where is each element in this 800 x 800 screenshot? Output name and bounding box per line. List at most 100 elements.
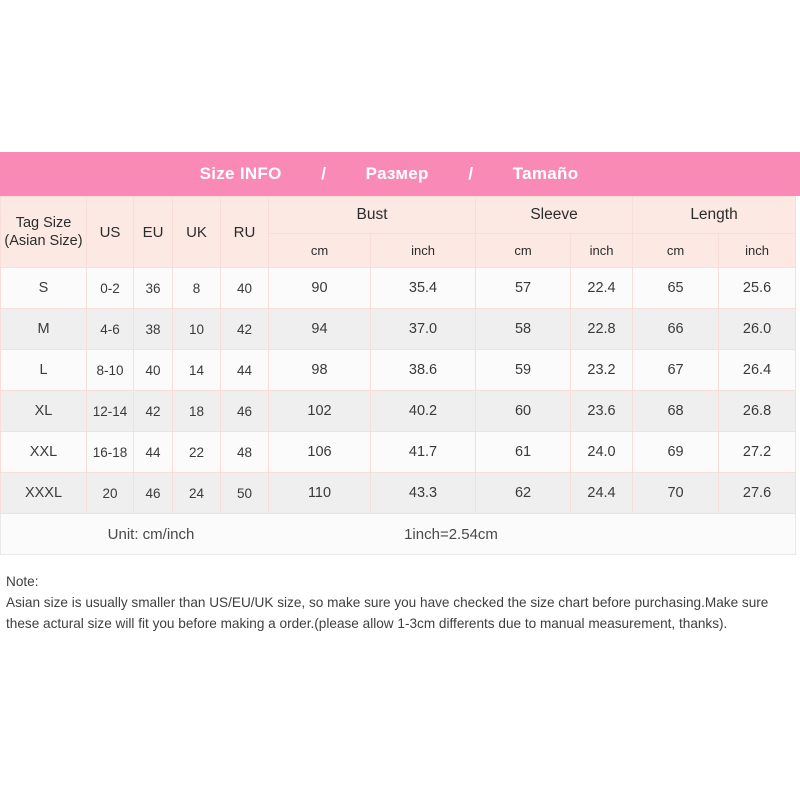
note-block: Note: Asian size is usually smaller than… [0,555,800,635]
banner-separator-2: / [468,164,474,183]
table-row: XXL 16-18 44 22 48 106 41.7 61 24.0 69 2… [0,431,797,473]
cell-length-cm: 67 [632,349,720,391]
cell-length-cm: 70 [632,472,720,514]
cell-tag-size: XL [0,390,87,432]
cell-bust-cm: 102 [268,390,371,432]
cell-bust-cm: 90 [268,267,371,309]
table-header: Tag Size (Asian Size) US EU UK RU Bust S… [0,196,797,268]
header-length-inch: inch [718,233,797,268]
cell-bust-inch: 43.3 [369,472,477,514]
banner-title-spanish: Tamaño [512,164,579,183]
cell-length-inch: 27.6 [718,472,797,514]
header-bust-inch: inch [369,233,477,268]
cell-length-inch: 26.0 [718,308,797,350]
cell-eu: 40 [133,349,173,391]
note-heading: Note: [6,574,39,589]
header-row-groups: Tag Size (Asian Size) US EU UK RU Bust S… [0,196,797,268]
cell-uk: 22 [172,431,221,473]
size-chart-table: Tag Size (Asian Size) US EU UK RU Bust S… [0,196,797,555]
cell-length-cm: 66 [632,308,720,350]
cell-bust-cm: 106 [268,431,371,473]
cell-sleeve-cm: 59 [475,349,572,391]
cell-uk: 10 [172,308,221,350]
cell-sleeve-inch: 24.4 [570,472,634,514]
cell-ru: 48 [220,431,269,473]
cell-length-inch: 26.4 [718,349,797,391]
cell-us: 4-6 [86,308,134,350]
cell-bust-inch: 40.2 [369,390,477,432]
cell-sleeve-cm: 60 [475,390,572,432]
cell-ru: 46 [220,390,269,432]
cell-bust-inch: 35.4 [369,267,477,309]
header-ru: RU [220,196,269,268]
cell-ru: 50 [220,472,269,514]
unit-row-cell: Unit: cm/inch 1inch=2.54cm [0,513,797,555]
header-sleeve: Sleeve [475,196,634,234]
cell-sleeve-inch: 22.4 [570,267,634,309]
cell-length-inch: 25.6 [718,267,797,309]
table-row: M 4-6 38 10 42 94 37.0 58 22.8 66 26.0 [0,308,797,350]
header-uk: UK [172,196,221,268]
header-row-units: cm inch cm inch cm inch [1,233,797,268]
cell-eu: 46 [133,472,173,514]
cell-uk: 24 [172,472,221,514]
header-sleeve-inch: inch [570,233,634,268]
cell-uk: 8 [172,267,221,309]
header-bust: Bust [267,196,477,234]
cell-sleeve-inch: 22.8 [570,308,634,350]
cell-ru: 42 [220,308,269,350]
table-row: L 8-10 40 14 44 98 38.6 59 23.2 67 26.4 [0,349,797,391]
cell-tag-size: XXL [0,431,87,473]
cell-eu: 44 [133,431,173,473]
banner-title-english: Size INFO [199,164,282,183]
cell-us: 0-2 [86,267,134,309]
cell-uk: 14 [172,349,221,391]
header-tag-size-line1: Tag Size [15,214,72,231]
note-line-2: these actural size will fit you before m… [6,616,728,632]
cell-us: 12-14 [86,390,134,432]
cell-length-cm: 65 [632,267,720,309]
cell-eu: 36 [133,267,173,309]
cell-eu: 38 [133,308,173,350]
cell-ru: 44 [220,349,269,391]
cell-tag-size: M [0,308,87,350]
cell-length-inch: 26.8 [718,390,797,432]
cell-tag-size: XXXL [0,472,87,514]
table-body: S 0-2 36 8 40 90 35.4 57 22.4 65 25.6 M … [0,267,797,555]
cell-sleeve-inch: 23.2 [570,349,634,391]
cell-tag-size: L [0,349,87,391]
cell-sleeve-cm: 62 [475,472,572,514]
cell-bust-inch: 41.7 [369,431,477,473]
table-row: XXXL 20 46 24 50 110 43.3 62 24.4 70 27.… [0,472,797,514]
cell-bust-cm: 110 [268,472,371,514]
unit-row: Unit: cm/inch 1inch=2.54cm [0,513,797,555]
cell-bust-cm: 94 [268,308,371,350]
header-tag-size-line2: (Asian Size) [4,233,83,249]
cell-tag-size: S [0,267,87,309]
cell-us: 16-18 [86,431,134,473]
top-spacer [0,0,800,152]
unit-conversion: 1inch=2.54cm [404,525,498,543]
cell-eu: 42 [133,390,173,432]
cell-bust-inch: 38.6 [369,349,477,391]
banner-separator-1: / [321,164,327,183]
cell-sleeve-cm: 58 [475,308,572,350]
cell-us: 8-10 [86,349,134,391]
cell-length-cm: 69 [632,431,720,473]
cell-sleeve-cm: 61 [475,431,572,473]
cell-length-cm: 68 [632,390,720,432]
cell-uk: 18 [172,390,221,432]
cell-sleeve-inch: 24.0 [570,431,634,473]
banner-title-russian: Размер [365,164,429,183]
cell-length-inch: 27.2 [718,431,797,473]
header-length-cm: cm [632,233,720,268]
size-info-banner: Size INFO / Размер / Tamaño [0,152,800,196]
cell-bust-inch: 37.0 [369,308,477,350]
header-sleeve-cm: cm [475,233,572,268]
table-row: XL 12-14 42 18 46 102 40.2 60 23.6 68 26… [0,390,797,432]
cell-sleeve-inch: 23.6 [570,390,634,432]
table-row: S 0-2 36 8 40 90 35.4 57 22.4 65 25.6 [0,267,797,309]
header-us: US [86,196,134,268]
cell-us: 20 [86,472,134,514]
header-length: Length [632,196,797,234]
